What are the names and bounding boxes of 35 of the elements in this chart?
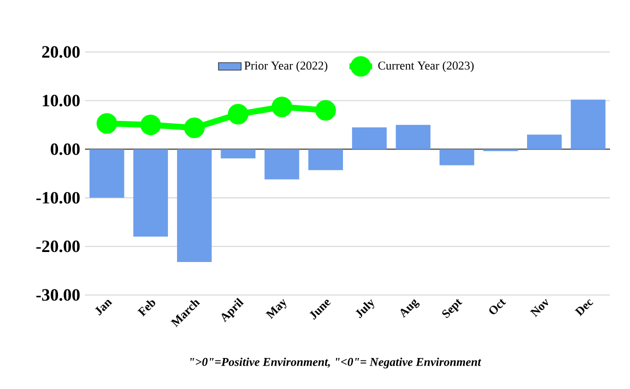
x-tick-label: Sept xyxy=(442,299,462,318)
point xyxy=(96,113,118,134)
bar xyxy=(90,149,124,198)
bar xyxy=(133,149,168,237)
x-tick-label: Jan xyxy=(95,300,112,316)
x-tick-label: Aug xyxy=(400,298,420,318)
point xyxy=(184,118,205,138)
y-tick-label: -20.00 xyxy=(36,240,80,252)
y-tick-label: -10.00 xyxy=(36,192,80,204)
bar xyxy=(396,124,430,150)
point xyxy=(140,114,161,136)
x-tick-label: Oct xyxy=(489,299,506,314)
x-tick-label: July xyxy=(356,299,374,318)
legend-label: Prior Year (2022) xyxy=(244,61,328,72)
point xyxy=(228,104,248,125)
x-tick-label: Feb xyxy=(137,300,156,317)
point xyxy=(315,100,336,121)
bar xyxy=(352,127,387,150)
point xyxy=(272,96,292,118)
x-tick-label: May xyxy=(266,298,286,320)
x-tick-label: Dec xyxy=(574,299,594,316)
x-tick-label: Nov xyxy=(530,298,548,318)
bar xyxy=(264,149,300,180)
y-tick-label: 0.00 xyxy=(50,143,80,156)
bar xyxy=(177,149,212,262)
bar xyxy=(220,149,256,158)
bar xyxy=(527,134,562,150)
text: ">0"=Positive Environment, "<0"= Negative Environment xyxy=(190,358,482,368)
y-tick-label: 20.00 xyxy=(42,46,80,58)
y-tick-label: -30.00 xyxy=(36,289,80,301)
bar xyxy=(440,149,474,166)
bar xyxy=(570,100,606,150)
y-tick-label: 10.00 xyxy=(42,94,80,106)
bar xyxy=(308,149,343,170)
legend-label: Current Year (2023) xyxy=(378,61,474,72)
